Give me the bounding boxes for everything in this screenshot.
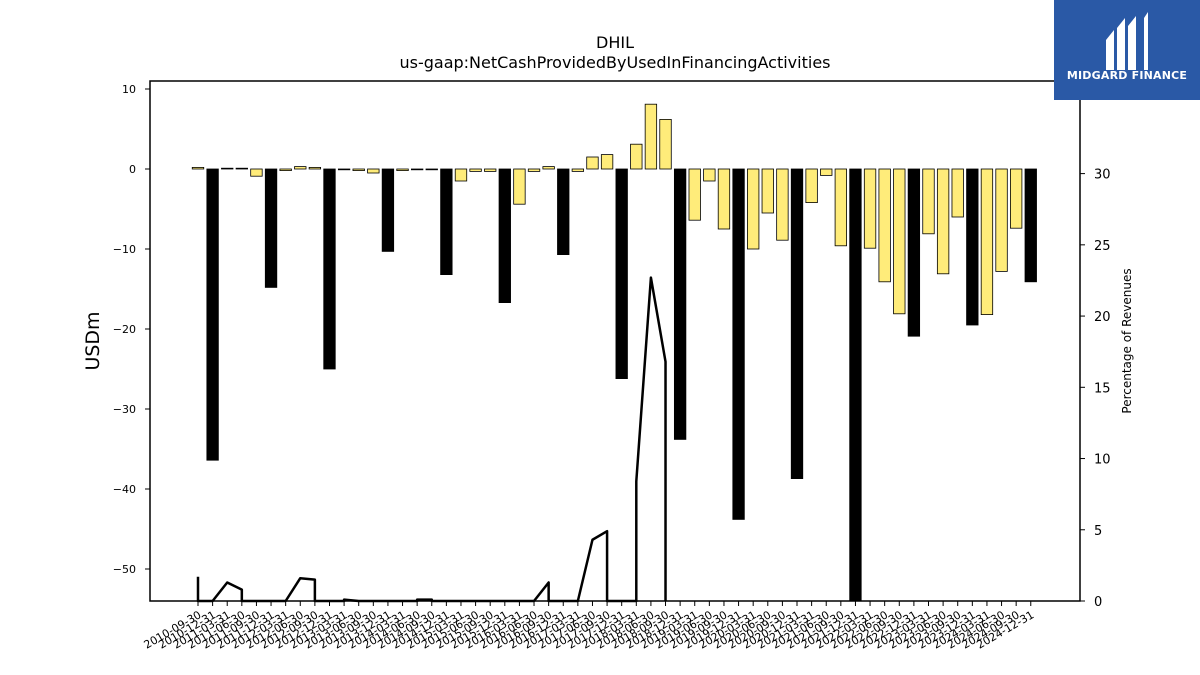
bar [469,168,482,172]
bar [761,168,774,214]
bar [513,168,526,205]
bar [191,166,205,170]
bar [454,168,468,182]
bar [834,168,847,247]
bar [703,168,716,182]
bar [410,168,424,171]
bar [936,168,950,275]
chart-subtitle: us-gaap:NetCashProvidedByUsedInFinancing… [399,53,830,72]
right-axis: 0 5 10 15 20 25 30 [1080,168,1111,610]
bar [484,168,497,172]
bar [337,168,351,171]
bar [527,168,541,172]
bar [323,168,336,370]
y-tick-label: −10 [113,243,136,256]
bar [863,168,877,249]
bar [776,168,789,241]
bar [907,168,921,337]
y-tick-label: −40 [113,483,136,496]
bar [381,168,395,252]
bar [425,168,438,171]
bar [235,167,248,170]
bar [922,168,935,235]
bar [1010,168,1023,229]
midgard-m-icon [1106,12,1148,70]
bar [717,168,731,230]
bar [294,166,307,170]
bar [747,168,760,250]
bar [250,168,263,177]
x-axis: 2010-09-302010-12-312011-03-312011-06-30… [142,601,1036,652]
percentage-line [196,276,667,603]
bar [396,168,409,172]
bar [615,168,628,380]
bar [308,166,322,170]
bar [630,143,643,170]
bar [498,168,511,304]
bar [221,167,234,170]
y-tick-label: 10 [122,83,136,96]
bar [600,154,614,170]
bar [279,168,292,172]
bar [893,168,906,315]
plot-frame [149,80,1081,602]
bar [980,168,994,316]
y2-tick-label: 5 [1094,524,1102,539]
bar [367,168,380,174]
bar [440,168,453,275]
bar [951,168,964,218]
midgard-finance-logo: MIDGARD FINANCE [1054,0,1200,100]
bar [995,168,1008,272]
bar [820,168,833,176]
bar [1024,168,1037,283]
y-axis-label: USDm [82,311,104,370]
y2-tick-label: 30 [1094,168,1111,183]
bar [352,168,365,172]
y-tick-label: −30 [113,403,136,416]
bar [805,168,818,203]
bar [966,168,979,326]
y2-tick-label: 10 [1094,453,1111,468]
y-tick-label: −20 [113,323,136,336]
bar [673,168,687,440]
y2-tick-label: 0 [1094,595,1102,610]
bar [732,168,745,520]
y-tick-label: −50 [113,563,136,576]
y2-tick-label: 25 [1094,239,1111,254]
bars-layer [191,103,1037,602]
bar [790,168,804,480]
line-layer [196,276,667,603]
bar [206,168,219,461]
bar [557,168,570,255]
bar [644,103,658,170]
bar [688,168,701,221]
y-tick-label: 0 [129,163,136,176]
left-axis: 10 0 −10 −20 −30 −40 −50 [113,83,150,576]
bar [586,156,599,170]
y2-tick-label: 15 [1094,381,1111,396]
bar [571,168,585,172]
bar [878,168,891,283]
chart-title: DHIL [596,33,634,52]
bar [849,168,862,602]
logo-text: MIDGARD FINANCE [1066,69,1188,82]
bar [542,166,555,170]
y2-axis-label: Percentage of Revenues [1120,268,1134,413]
y2-tick-label: 20 [1094,310,1111,325]
bar [659,119,672,170]
bar [264,168,278,288]
